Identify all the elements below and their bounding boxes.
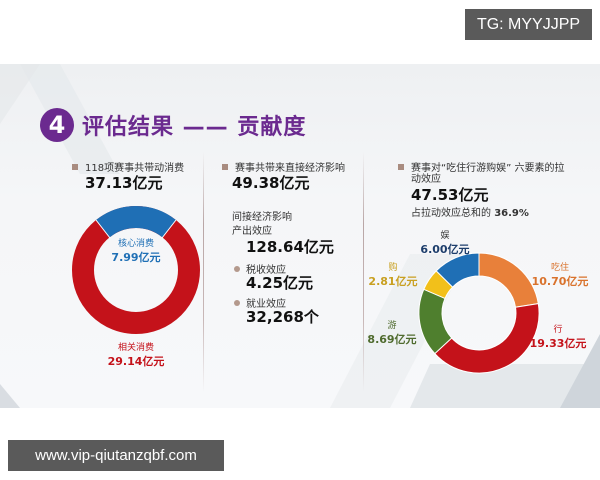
slide: 4 评估结果 —— 贡献度 118项赛事共带动消费 37.13亿元 核心消费 7… <box>0 64 600 408</box>
column-divider-1 <box>203 152 204 392</box>
title-row: 4 评估结果 —— 贡献度 <box>40 108 306 142</box>
section-number-badge: 4 <box>40 108 74 142</box>
segment-gou-label: 购 2.81亿元 <box>366 260 420 289</box>
output-effect-label: 产出效应 <box>232 226 272 237</box>
watermark-top: TG: MYYJJPP <box>465 9 592 40</box>
segment-label: 游 <box>387 321 397 331</box>
segment-you-label: 游 8.69亿元 <box>366 318 418 347</box>
tax-effect-label: 税收效应 <box>246 265 286 276</box>
tax-row: 税收效应 <box>234 258 286 277</box>
col3-share-row: 占拉动效应总和的 36.9% <box>411 204 529 219</box>
jobs-effect-label: 就业效应 <box>246 299 286 310</box>
jobs-row: 就业效应 <box>234 292 286 311</box>
segment-label: 吃住 <box>550 263 569 273</box>
core-label: 核心消费 <box>117 239 154 249</box>
col2-direct-row: 赛事共带来直接经济影响 <box>222 156 345 175</box>
col3-value: 47.53亿元 <box>411 186 489 204</box>
related-value: 29.14亿元 <box>107 355 165 368</box>
segment-value: 10.70亿元 <box>531 275 589 288</box>
six-elements-donut-chart <box>418 252 540 374</box>
col3-label-row: 赛事对“吃住行游购娱” 六要素的拉 <box>398 156 598 175</box>
watermark-bottom: www.vip-qiutanzqbf.com <box>8 440 224 471</box>
consumption-donut-chart <box>72 206 200 334</box>
segment-label: 娱 <box>440 231 450 241</box>
jobs-effect-value: 32,268个 <box>246 308 319 326</box>
segment-chizhu-label: 吃住 10.70亿元 <box>530 260 590 289</box>
bullet-dot-icon <box>234 299 240 306</box>
segment-label: 购 <box>388 263 398 273</box>
slide-title: 评估结果 —— 贡献度 <box>82 115 307 140</box>
col1-value: 37.13亿元 <box>85 174 163 192</box>
share-text: 占拉动效应总和的 <box>411 208 491 219</box>
segment-value: 8.69亿元 <box>367 333 417 346</box>
indirect-heading: 间接经济影响 <box>232 212 292 223</box>
tax-effect-value: 4.25亿元 <box>246 274 314 292</box>
share-value: 36.9% <box>494 208 529 219</box>
related-label: 相关消费 <box>117 343 154 353</box>
bullet-square-icon <box>222 163 228 170</box>
core-value: 7.99亿元 <box>111 251 161 264</box>
core-consumption-label: 核心消费 7.99亿元 <box>100 236 172 265</box>
segment-yu-label: 娱 6.00亿元 <box>420 228 470 257</box>
direct-impact-value: 49.38亿元 <box>232 174 310 192</box>
bullet-square-icon <box>72 163 78 170</box>
related-consumption-label: 相关消费 29.14亿元 <box>96 340 176 369</box>
segment-label: 行 <box>553 325 563 335</box>
output-effect-value: 128.64亿元 <box>246 238 334 256</box>
col1-label-row: 118项赛事共带动消费 <box>72 156 184 175</box>
segment-xing-label: 行 19.33亿元 <box>528 322 588 351</box>
bullet-dot-icon <box>234 265 240 272</box>
col1-label: 118项赛事共带动消费 <box>85 163 185 174</box>
direct-impact-label: 赛事共带来直接经济影响 <box>235 163 345 174</box>
segment-value: 6.00亿元 <box>420 243 470 256</box>
col3-label-line2: 动效应 <box>411 174 441 185</box>
bullet-square-icon <box>398 163 404 170</box>
column-divider-2 <box>363 152 364 392</box>
segment-value: 19.33亿元 <box>529 337 587 350</box>
segment-value: 2.81亿元 <box>368 275 418 288</box>
col3-label-line1: 赛事对“吃住行游购娱” 六要素的拉 <box>411 163 565 174</box>
